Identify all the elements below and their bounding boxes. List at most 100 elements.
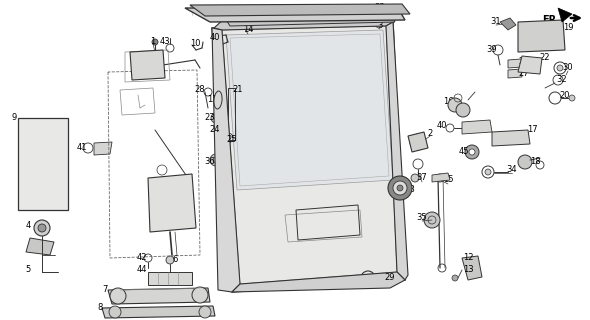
Polygon shape <box>214 16 393 30</box>
Text: 28: 28 <box>195 85 205 94</box>
Circle shape <box>152 212 168 228</box>
Polygon shape <box>102 306 215 318</box>
Circle shape <box>393 181 407 195</box>
Circle shape <box>557 65 563 71</box>
Polygon shape <box>226 30 393 190</box>
Text: 21: 21 <box>232 85 243 94</box>
Text: 19: 19 <box>563 23 573 33</box>
Text: 44: 44 <box>137 266 148 275</box>
Polygon shape <box>408 132 428 152</box>
Circle shape <box>143 60 153 70</box>
Circle shape <box>164 199 176 211</box>
Circle shape <box>465 145 479 159</box>
Text: 20: 20 <box>560 92 571 100</box>
Text: 29: 29 <box>385 274 395 283</box>
Text: 25: 25 <box>227 135 237 145</box>
Text: 32: 32 <box>557 76 568 84</box>
Text: 6: 6 <box>172 255 178 265</box>
Circle shape <box>485 169 491 175</box>
Polygon shape <box>232 272 405 292</box>
Circle shape <box>448 98 462 112</box>
Circle shape <box>456 103 470 117</box>
Text: 14: 14 <box>242 26 253 35</box>
Polygon shape <box>148 174 196 232</box>
Text: 38: 38 <box>405 186 415 195</box>
Polygon shape <box>94 142 112 155</box>
Text: 40: 40 <box>437 122 447 131</box>
Text: 23: 23 <box>205 114 215 123</box>
Polygon shape <box>518 56 542 74</box>
Circle shape <box>356 17 360 21</box>
Circle shape <box>109 306 121 318</box>
Text: 12: 12 <box>463 253 473 262</box>
Polygon shape <box>108 288 210 304</box>
Polygon shape <box>508 69 522 78</box>
Text: 39: 39 <box>487 45 497 54</box>
Text: 37: 37 <box>417 173 427 182</box>
Text: 4: 4 <box>25 220 31 229</box>
Text: 40: 40 <box>210 34 220 43</box>
Polygon shape <box>558 8 572 22</box>
Circle shape <box>192 287 208 303</box>
Polygon shape <box>386 22 408 280</box>
Circle shape <box>569 95 575 101</box>
Circle shape <box>397 185 403 191</box>
Text: 18: 18 <box>530 157 540 166</box>
Circle shape <box>416 136 424 144</box>
Text: 9: 9 <box>11 114 17 123</box>
Text: 31: 31 <box>491 18 502 27</box>
Polygon shape <box>26 238 54 255</box>
Circle shape <box>210 154 222 166</box>
Text: 16: 16 <box>442 98 453 107</box>
Text: 15: 15 <box>442 175 453 185</box>
Text: 1: 1 <box>150 36 156 45</box>
Polygon shape <box>225 14 395 26</box>
Polygon shape <box>185 8 405 22</box>
Text: 30: 30 <box>563 63 573 73</box>
Circle shape <box>138 55 158 75</box>
Text: 27: 27 <box>519 69 529 78</box>
Polygon shape <box>148 272 192 285</box>
Text: 45: 45 <box>459 148 469 156</box>
Circle shape <box>365 275 371 281</box>
Text: 43: 43 <box>160 37 171 46</box>
Text: 8: 8 <box>97 303 103 313</box>
Polygon shape <box>492 130 530 146</box>
Text: 22: 22 <box>540 53 550 62</box>
Circle shape <box>199 306 211 318</box>
Polygon shape <box>222 26 397 284</box>
Circle shape <box>452 275 458 281</box>
Polygon shape <box>190 4 410 16</box>
Ellipse shape <box>214 91 222 109</box>
Text: 3: 3 <box>378 21 383 30</box>
Text: 34: 34 <box>507 165 517 174</box>
Text: 41: 41 <box>77 142 87 151</box>
Text: 42: 42 <box>137 253 148 262</box>
Polygon shape <box>508 59 522 68</box>
Text: FR.: FR. <box>542 15 560 25</box>
Text: 11: 11 <box>206 95 217 105</box>
Circle shape <box>211 113 221 123</box>
Text: 36: 36 <box>205 157 215 166</box>
Circle shape <box>411 174 419 182</box>
Circle shape <box>353 14 363 24</box>
Polygon shape <box>130 50 165 80</box>
Text: 24: 24 <box>210 125 220 134</box>
Polygon shape <box>212 22 405 292</box>
Text: 35: 35 <box>417 213 427 222</box>
Circle shape <box>152 39 158 45</box>
Circle shape <box>214 116 218 120</box>
Circle shape <box>469 149 475 155</box>
Text: 13: 13 <box>463 266 473 275</box>
Text: 7: 7 <box>102 285 108 294</box>
Polygon shape <box>500 18 516 30</box>
Polygon shape <box>518 20 565 52</box>
Circle shape <box>424 212 440 228</box>
Circle shape <box>518 155 532 169</box>
Circle shape <box>110 288 126 304</box>
Text: 2: 2 <box>427 129 432 138</box>
Polygon shape <box>462 120 492 134</box>
Circle shape <box>388 176 412 200</box>
Text: 5: 5 <box>25 266 31 275</box>
Circle shape <box>34 220 50 236</box>
